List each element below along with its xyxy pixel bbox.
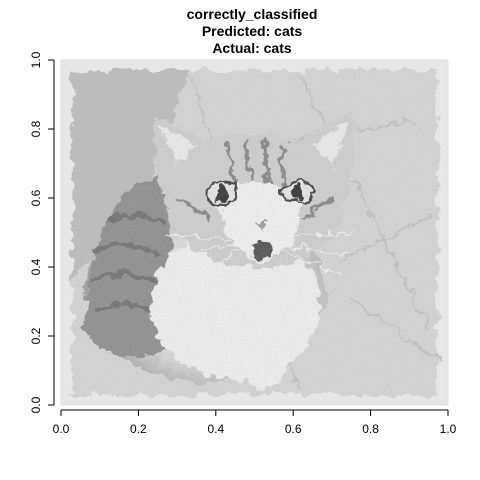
- plot-frame: [60, 59, 449, 406]
- x-tick-label: 0.4: [207, 422, 224, 436]
- y-tick-label: 0.6: [29, 189, 43, 206]
- title-line-3: Actual: cats: [212, 40, 292, 56]
- y-axis: 0.0 0.2 0.4 0.6 0.8 1.0: [29, 51, 55, 413]
- x-tick-label: 0.8: [362, 422, 379, 436]
- x-tick-label: 1.0: [440, 422, 457, 436]
- x-tick-label: 0.2: [130, 422, 147, 436]
- y-tick-label: 0.4: [29, 258, 43, 275]
- y-tick-label: 0.0: [29, 396, 43, 413]
- x-tick-label: 0.0: [53, 422, 70, 436]
- title-line-1: correctly_classified: [187, 6, 318, 22]
- y-tick-label: 0.2: [29, 327, 43, 344]
- title-line-2: Predicted: cats: [202, 23, 303, 39]
- x-tick-label: 0.6: [285, 422, 302, 436]
- chart-title: correctly_classified Predicted: cats Act…: [187, 6, 318, 56]
- y-tick-label: 0.8: [29, 120, 43, 137]
- y-tick-label: 1.0: [29, 51, 43, 68]
- x-axis: 0.0 0.2 0.4 0.6 0.8 1.0: [53, 409, 457, 436]
- image-raster: [61, 60, 448, 405]
